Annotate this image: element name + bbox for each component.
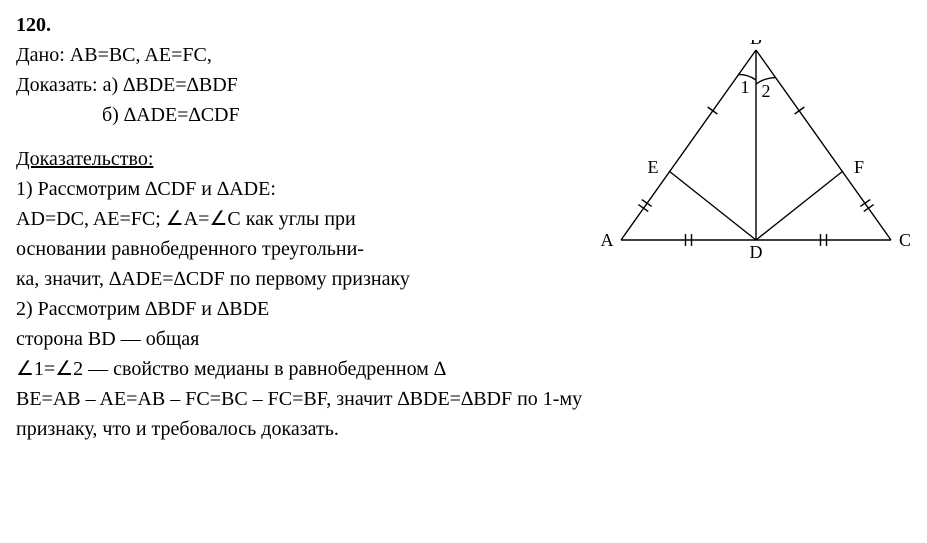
svg-text:C: C	[899, 230, 911, 250]
proof-step: ка, значит, ∆ADE=∆CDF по первому признак…	[16, 264, 911, 294]
proof-step: 1) Рассмотрим ∆CDF и ∆ADE:	[16, 174, 573, 204]
proof-step: 2) Рассмотрим ∆BDF и ∆BDE	[16, 294, 911, 324]
triangle-diagram: A B C D E F 12	[601, 40, 911, 258]
proof-step: BE=AB – AE=AB – FC=BC – FC=BF, значит ∆B…	[16, 384, 911, 414]
proof-step: сторона BD — общая	[16, 324, 911, 354]
proof-heading: Доказательство:	[16, 144, 573, 174]
svg-text:2: 2	[762, 81, 771, 101]
svg-text:E: E	[648, 157, 659, 177]
svg-text:A: A	[601, 230, 614, 250]
svg-text:B: B	[750, 40, 762, 48]
given-line: Дано: AB=BC, AE=FC,	[16, 40, 573, 70]
proof-step: основании равнобедренного треугольни-	[16, 234, 573, 264]
svg-text:1: 1	[741, 77, 750, 97]
proof-step: ∠1=∠2 — свойство медианы в равнобедренно…	[16, 354, 911, 384]
problem-number: 120.	[16, 10, 911, 40]
svg-text:D: D	[750, 242, 763, 258]
prove-line-a: Доказать: а) ∆BDE=∆BDF	[16, 70, 573, 100]
prove-line-b: б) ∆ADE=∆CDF	[16, 100, 573, 130]
proof-step: AD=DC, AE=FC; ∠A=∠C как углы при	[16, 204, 573, 234]
proof-step: признаку, что и требовалось доказать.	[16, 414, 911, 444]
svg-text:F: F	[854, 157, 864, 177]
